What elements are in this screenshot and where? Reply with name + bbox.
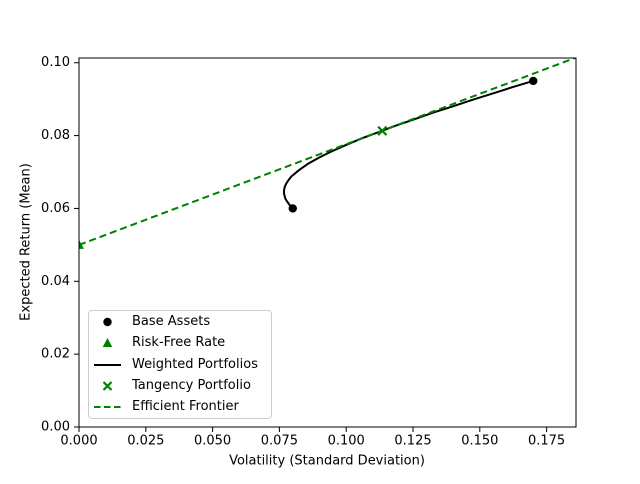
legend-item-tangency-portfolio: Tangency Portfolio bbox=[89, 375, 271, 396]
axis-ticks: 0.000 0.025 0.050 0.075 0.100 0.125 0.150 0.175… bbox=[41, 55, 565, 448]
legend: Base Assets Risk-Free Rate Weighted Port… bbox=[88, 310, 272, 419]
legend-label: Base Assets bbox=[132, 313, 211, 329]
y-tick-label: 0.08 bbox=[41, 128, 70, 143]
legend-item-efficient-frontier: Efficient Frontier bbox=[89, 397, 271, 418]
legend-item-weighted-portfolios: Weighted Portfolios bbox=[89, 354, 271, 375]
y-tick-label: 0.00 bbox=[41, 420, 70, 435]
x-tick-label: 0.025 bbox=[127, 434, 164, 449]
x-tick-label: 0.175 bbox=[528, 434, 565, 449]
legend-label: Weighted Portfolios bbox=[132, 356, 258, 372]
legend-item-base-assets: Base Assets bbox=[89, 311, 271, 332]
solid-line-icon bbox=[94, 363, 121, 366]
legend-label: Efficient Frontier bbox=[132, 399, 239, 415]
x-marker-icon bbox=[102, 381, 113, 391]
y-tick-label: 0.10 bbox=[41, 55, 70, 70]
legend-label: Tangency Portfolio bbox=[132, 377, 251, 393]
marker-base-assets bbox=[529, 76, 538, 86]
risk-free-triangle-icon bbox=[102, 338, 113, 348]
series-line-efficient-frontier bbox=[79, 58, 576, 246]
y-tick-label: 0.04 bbox=[41, 274, 70, 289]
x-tick-label: 0.000 bbox=[60, 434, 97, 449]
y-tick-label: 0.06 bbox=[41, 201, 70, 216]
x-tick-label: 0.075 bbox=[261, 434, 298, 449]
x-tick-label: 0.125 bbox=[394, 434, 431, 449]
x-tick-label: 0.050 bbox=[194, 434, 231, 449]
legend-item-risk-free-rate: Risk-Free Rate bbox=[89, 332, 271, 353]
y-tick-label: 0.02 bbox=[41, 347, 70, 362]
y-axis-label: Expected Return (Mean) bbox=[19, 163, 34, 321]
plot-series bbox=[79, 58, 576, 249]
x-tick-label: 0.150 bbox=[461, 434, 498, 449]
base-assets-circle-icon bbox=[103, 317, 112, 326]
legend-label: Risk-Free Rate bbox=[132, 335, 226, 351]
x-tick-label: 0.100 bbox=[328, 434, 365, 449]
plot-border bbox=[78, 57, 577, 428]
series-line-weighted-portfolios bbox=[282, 79, 534, 210]
dashed-line-icon bbox=[94, 406, 121, 409]
x-axis-label: Volatility (Standard Deviation) bbox=[229, 454, 425, 469]
